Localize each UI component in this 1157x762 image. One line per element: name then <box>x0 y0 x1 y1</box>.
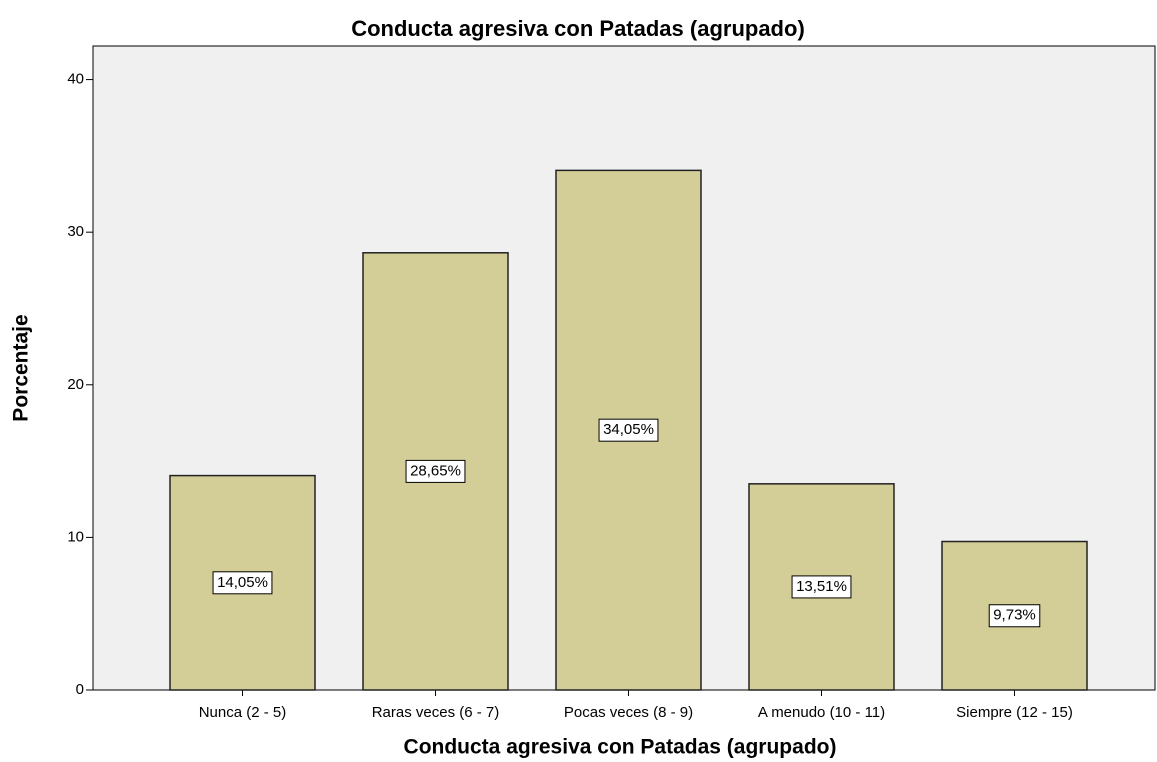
x-tick-label: Siempre (12 - 15) <box>956 704 1073 721</box>
x-axis-label: Conducta agresiva con Patadas (agrupado) <box>404 736 837 759</box>
value-label: 9,73% <box>993 607 1036 624</box>
value-label-box <box>405 459 466 483</box>
x-tick-label: A menudo (10 - 11) <box>758 704 885 721</box>
value-label-box <box>598 418 659 442</box>
y-tick-label: 0 <box>76 681 84 698</box>
x-tick-label: Pocas veces (8 - 9) <box>564 704 693 721</box>
value-label-box <box>212 571 273 595</box>
value-label: 14,05% <box>217 574 268 591</box>
value-label-box <box>791 575 852 599</box>
value-label-box <box>988 604 1041 628</box>
chart-title: Conducta agresiva con Patadas (agrupado) <box>351 16 805 41</box>
x-tick-label: Nunca (2 - 5) <box>199 704 287 721</box>
value-label: 28,65% <box>410 462 461 479</box>
y-tick-label: 20 <box>67 376 84 393</box>
x-tick-label: Raras veces (6 - 7) <box>372 704 500 721</box>
y-tick-label: 40 <box>67 71 84 88</box>
y-tick-label: 30 <box>67 223 84 240</box>
y-tick-label: 10 <box>67 528 84 545</box>
value-label: 34,05% <box>603 421 654 438</box>
value-label: 13,51% <box>796 578 847 595</box>
y-axis-label: Porcentaje <box>10 314 33 421</box>
